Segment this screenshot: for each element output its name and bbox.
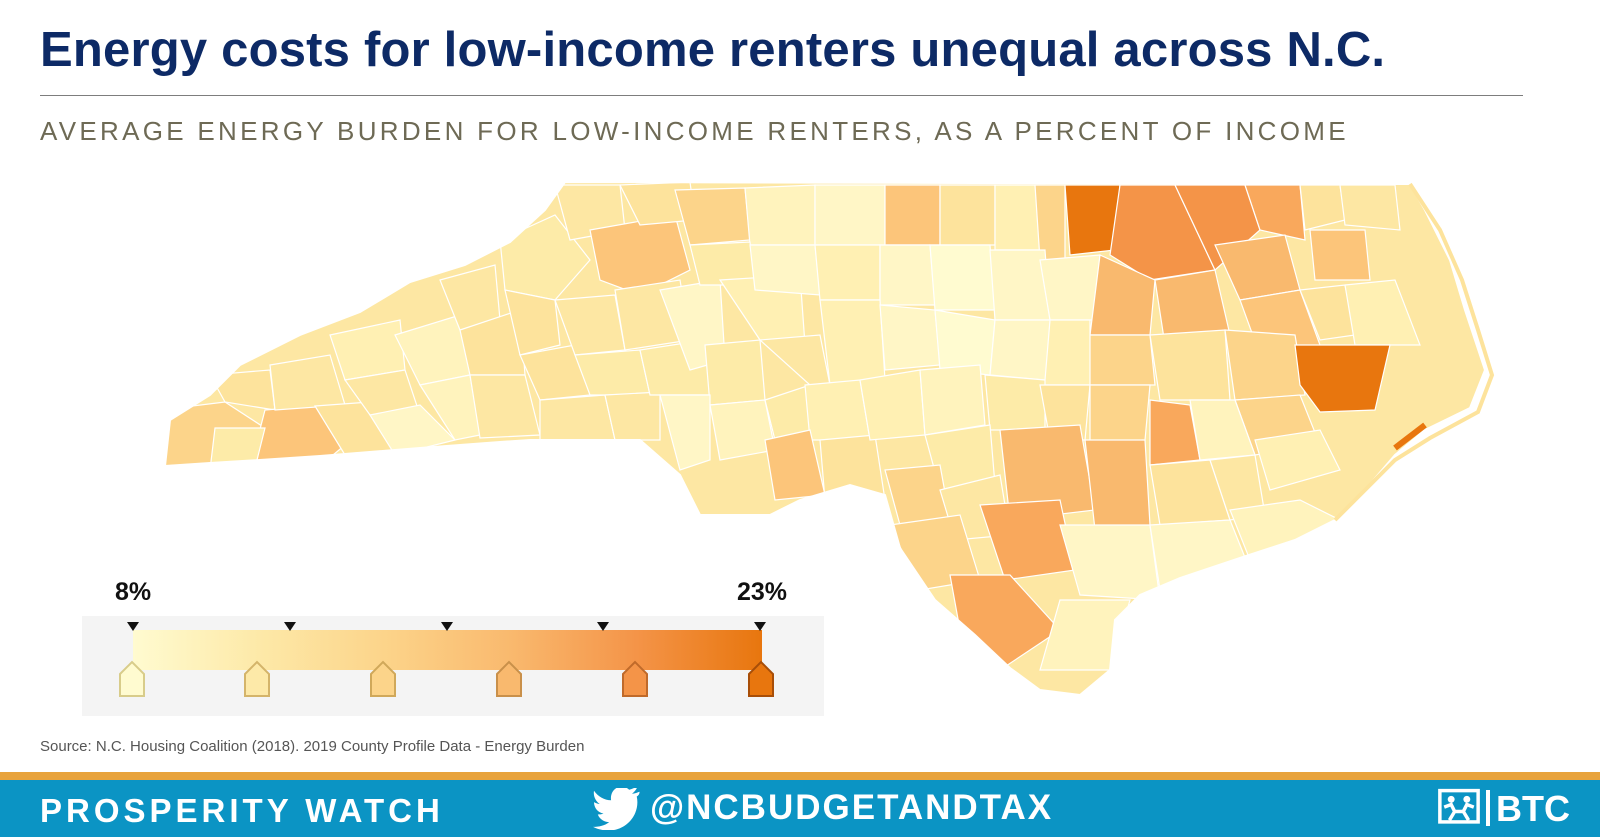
page-subtitle: AVERAGE ENERGY BURDEN FOR LOW-INCOME REN… bbox=[40, 116, 1349, 146]
title-divider bbox=[40, 95, 1523, 96]
legend-swatch-3 bbox=[370, 660, 396, 697]
legend-gradient-bar bbox=[133, 630, 762, 670]
legend-min-label: 8% bbox=[115, 578, 152, 606]
legend-swatch-5 bbox=[622, 660, 648, 697]
logo-divider bbox=[1486, 790, 1490, 826]
legend-tick-marker bbox=[284, 622, 296, 631]
outer-banks bbox=[1333, 182, 1495, 522]
footer-accent-line bbox=[0, 772, 1600, 780]
btc-logo: BTC bbox=[1436, 786, 1586, 832]
nc-county-map bbox=[164, 181, 1495, 696]
legend-tick-marker bbox=[441, 622, 453, 631]
legend-tick-marker bbox=[597, 622, 609, 631]
footer-social[interactable]: @NCBUDGETANDTAX bbox=[593, 788, 1054, 830]
legend-swatch-1 bbox=[119, 660, 145, 697]
legend-swatch-4 bbox=[496, 660, 522, 697]
legend-tick-marker bbox=[754, 622, 766, 631]
page-title: Energy costs for low-income renters uneq… bbox=[40, 23, 1386, 77]
legend-max-label: 23% bbox=[737, 578, 788, 606]
legend-tick-marker bbox=[127, 622, 139, 631]
legend-swatch-2 bbox=[244, 660, 270, 697]
footer-bar: PROSPERITY WATCH @NCBUDGETANDTAX BTC bbox=[0, 780, 1600, 837]
legend-swatch-6 bbox=[748, 660, 774, 697]
footer-brand: PROSPERITY WATCH bbox=[40, 792, 444, 829]
source-note: Source: N.C. Housing Coalition (2018). 2… bbox=[40, 738, 585, 755]
twitter-bird-icon bbox=[593, 788, 640, 830]
footer-handle: @NCBUDGETANDTAX bbox=[650, 788, 1054, 827]
btc-logo-icon bbox=[1438, 788, 1480, 824]
btc-logo-text: BTC bbox=[1496, 788, 1570, 829]
